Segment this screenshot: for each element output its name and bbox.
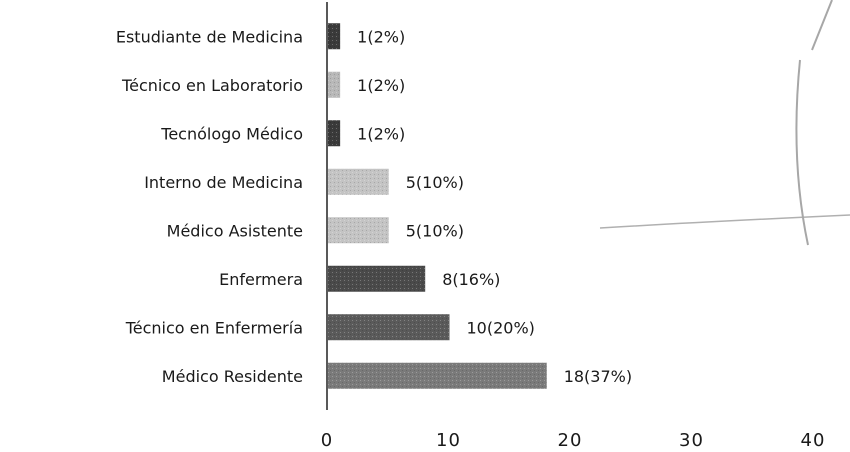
category-label: Interno de Medicina	[144, 173, 303, 192]
bar-texture	[328, 217, 389, 244]
category-label: Médico Asistente	[167, 221, 303, 240]
bar-texture	[328, 168, 389, 195]
x-tick-label: 20	[558, 430, 583, 451]
x-tick-label: 10	[436, 430, 461, 451]
stamp-watermark	[599, 0, 850, 246]
category-label: Médico Residente	[162, 367, 303, 386]
data-label: 8(16%)	[442, 270, 500, 289]
data-label: 10(20%)	[467, 318, 535, 337]
x-tick-label: 0	[321, 430, 333, 451]
category-label: Técnico en Enfermería	[125, 318, 303, 337]
plot-area: Estudiante de Medicina 1(2%) Técnico en La…	[116, 2, 826, 451]
bar-texture	[328, 265, 426, 292]
category-label: Técnico en Laboratorio	[121, 76, 303, 95]
category-label: Estudiante de Medicina	[116, 27, 303, 46]
data-label: 1(2%)	[357, 124, 405, 143]
bar-texture	[328, 314, 450, 341]
bar-texture	[328, 23, 341, 50]
bar-texture	[328, 362, 547, 389]
x-tick-label: 40	[801, 430, 826, 451]
data-label: 1(2%)	[357, 76, 405, 95]
bar-texture	[328, 120, 341, 147]
data-label: 18(37%)	[564, 367, 632, 386]
bar-texture	[328, 71, 341, 98]
data-label: 5(10%)	[406, 173, 464, 192]
category-label: Tecnólogo Médico	[160, 124, 303, 143]
category-label: Enfermera	[219, 270, 303, 289]
data-label: 1(2%)	[357, 27, 405, 46]
x-tick-label: 30	[679, 430, 704, 451]
data-label: 5(10%)	[406, 221, 464, 240]
